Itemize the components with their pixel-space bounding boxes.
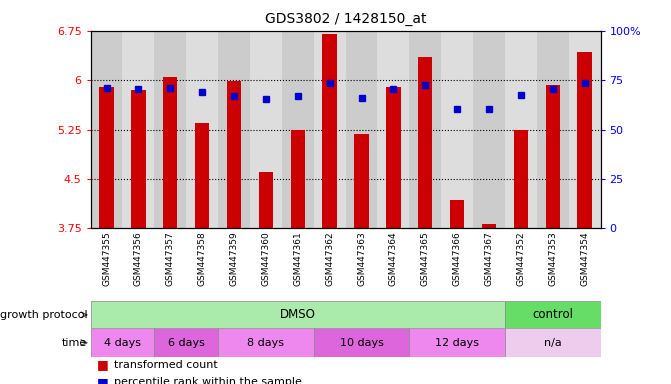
Bar (473, 31, 505, 228)
Bar (505, 31, 537, 228)
Text: 4 days: 4 days (104, 338, 141, 348)
Bar (163, 77, 177, 228)
Text: n/a: n/a (544, 338, 562, 348)
Bar (442, 31, 473, 228)
Bar (418, 57, 432, 228)
Text: 12 days: 12 days (435, 338, 479, 348)
Bar (195, 123, 209, 228)
Bar (354, 134, 368, 228)
Bar (186, 31, 218, 228)
Bar (250, 31, 282, 228)
Bar (346, 31, 377, 228)
Bar (505, 328, 601, 357)
Bar (386, 87, 401, 228)
Bar (282, 31, 313, 228)
Bar (377, 31, 409, 228)
Text: 8 days: 8 days (248, 338, 285, 348)
Bar (123, 31, 154, 228)
Text: ■: ■ (97, 376, 109, 384)
Text: 10 days: 10 days (340, 338, 383, 348)
Bar (132, 90, 146, 228)
Text: control: control (532, 308, 573, 321)
Bar (313, 328, 409, 357)
Text: time: time (62, 338, 87, 348)
Bar (91, 328, 154, 357)
Bar (578, 53, 592, 228)
Bar (154, 31, 186, 228)
Bar (450, 200, 464, 228)
Bar (568, 31, 601, 228)
Bar (482, 224, 496, 228)
Text: growth protocol: growth protocol (0, 310, 87, 320)
Bar (218, 328, 313, 357)
Bar (409, 31, 442, 228)
Bar (91, 301, 505, 328)
Bar (154, 328, 218, 357)
Bar (291, 130, 305, 228)
Text: DMSO: DMSO (280, 308, 315, 321)
Text: GDS3802 / 1428150_at: GDS3802 / 1428150_at (265, 12, 426, 25)
Bar (259, 172, 273, 228)
Bar (409, 328, 505, 357)
Bar (546, 85, 560, 228)
Bar (218, 31, 250, 228)
Bar (514, 130, 528, 228)
Text: transformed count: transformed count (114, 360, 218, 370)
Bar (313, 31, 346, 228)
Bar (505, 301, 601, 328)
Bar (537, 31, 568, 228)
Text: ■: ■ (97, 358, 109, 371)
Bar (99, 87, 113, 228)
Text: percentile rank within the sample: percentile rank within the sample (114, 377, 302, 384)
Bar (91, 31, 123, 228)
Bar (323, 34, 337, 228)
Bar (227, 81, 241, 228)
Text: 6 days: 6 days (168, 338, 205, 348)
